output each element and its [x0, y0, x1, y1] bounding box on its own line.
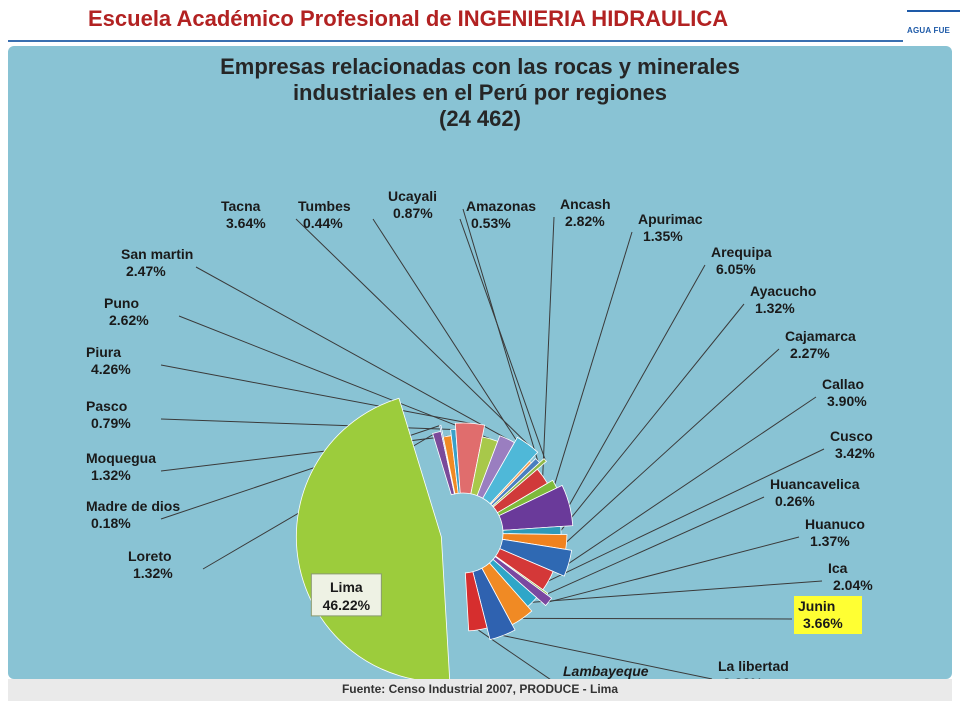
- leader-line: [560, 303, 745, 531]
- leader-line: [502, 635, 713, 679]
- pie-value-tumbes: 0.44%: [303, 215, 343, 231]
- leader-line: [554, 231, 633, 485]
- pie-label-la-libertad: La libertad: [718, 658, 789, 674]
- pie-value-huanuco: 1.37%: [810, 533, 850, 549]
- pie-value-piura: 4.26%: [91, 361, 131, 377]
- pie-slice-lambayeque: [464, 571, 488, 632]
- pie-label-ica: Ica: [828, 560, 848, 576]
- leader-line: [295, 218, 529, 445]
- leader-line: [568, 264, 706, 506]
- pie-value-pasco: 0.79%: [91, 415, 131, 431]
- pie-label-ancash: Ancash: [560, 196, 611, 212]
- pie-value-huancavelica: 0.26%: [775, 493, 815, 509]
- logo-mark-icon: [907, 10, 960, 24]
- pie-value-loreto: 1.32%: [133, 565, 173, 581]
- pie-label-callao: Callao: [822, 376, 864, 392]
- pie-label-puno: Puno: [104, 295, 139, 311]
- pie-label-junin: Junin: [798, 598, 835, 614]
- pie-label-cajamarca: Cajamarca: [785, 328, 856, 344]
- leader-line: [547, 496, 765, 595]
- leader-line: [522, 617, 793, 620]
- pie-label-amazonas: Amazonas: [466, 198, 536, 214]
- pie-label-lima: Lima: [330, 579, 363, 595]
- pie-value-ica: 2.04%: [833, 577, 873, 593]
- pie-value-cusco: 3.42%: [835, 445, 875, 461]
- logo: AGUA FUE: [905, 10, 960, 44]
- pie-label-lambayeque: Lambayeque: [563, 663, 649, 679]
- chart-panel: Lima 46.22% Loreto 1.32% Madre de dios 0.18% M…: [8, 46, 952, 679]
- pie-label-ucayali: Ucayali: [388, 188, 437, 204]
- pie-label-cusco: Cusco: [830, 428, 873, 444]
- pie-label-tacna: Tacna: [221, 198, 261, 214]
- pie-value-san-martin: 2.47%: [126, 263, 166, 279]
- pie-value-puno: 2.62%: [109, 312, 149, 328]
- pie-label-arequipa: Arequipa: [711, 244, 772, 260]
- pie-label-loreto: Loreto: [128, 548, 172, 564]
- pie-label-ayacucho: Ayacucho: [750, 283, 816, 299]
- leader-line: [195, 266, 508, 440]
- leader-line: [548, 448, 825, 582]
- leader-line: [568, 396, 817, 564]
- pie-value-ancash: 2.82%: [565, 213, 605, 229]
- leader-line: [548, 536, 800, 603]
- pie-label-apurimac: Apurimac: [638, 211, 703, 227]
- pie-value-lima: 46.22%: [323, 597, 371, 613]
- leader-line: [462, 208, 539, 461]
- header-divider: [8, 40, 903, 42]
- pie-value-ucayali: 0.87%: [393, 205, 433, 221]
- leader-line: [372, 218, 531, 463]
- lima-label-box: [310, 573, 382, 617]
- pie-label-moquegua: Moquegua: [86, 450, 156, 466]
- pie-value-cajamarca: 2.27%: [790, 345, 830, 361]
- slide: Lima 46.22% Loreto 1.32% Madre de dios 0.18% M…: [8, 46, 952, 679]
- header-title: Escuela Académico Profesional de INGENIE…: [88, 6, 729, 31]
- leader-line: [160, 364, 471, 424]
- pie-value-tacna: 3.64%: [226, 215, 266, 231]
- leader-line: [459, 218, 546, 461]
- highlight-box: [794, 596, 862, 634]
- pie-value-moquegua: 1.32%: [91, 467, 131, 483]
- leader-lines: [160, 208, 825, 679]
- pie-value-apurimac: 1.35%: [643, 228, 683, 244]
- pie-label-tumbes: Tumbes: [298, 198, 351, 214]
- pie-label-madre-de-dios: Madre de dios: [86, 498, 180, 514]
- pie-value-madre-de-dios: 0.18%: [91, 515, 131, 531]
- pie-value-amazonas: 0.53%: [471, 215, 511, 231]
- source-note: Fuente: Censo Industrial 2007, PRODUCE -…: [341, 682, 619, 696]
- pie-label-pasco: Pasco: [86, 398, 127, 414]
- pie-value-callao: 3.90%: [827, 393, 867, 409]
- pie-value-arequipa: 6.05%: [716, 261, 756, 277]
- leader-line: [160, 418, 454, 430]
- pie-label-san-martin: San martin: [121, 246, 193, 262]
- leader-line: [566, 348, 780, 543]
- pie-value-la-libertad: 3.88%: [723, 675, 763, 679]
- footer-bar: Fuente: Censo Industrial 2007, PRODUCE -…: [8, 679, 952, 701]
- chart-title: Empresas relacionadas con las rocas y mi…: [8, 54, 952, 132]
- leader-line: [178, 315, 491, 440]
- pie-label-huanuco: Huanuco: [805, 516, 865, 532]
- chart-title-line-1: Empresas relacionadas con las rocas y mi…: [220, 54, 740, 79]
- pie-label-huancavelica: Huancavelica: [770, 476, 860, 492]
- leader-line: [532, 580, 823, 603]
- pie-value-ayacucho: 1.32%: [755, 300, 795, 316]
- chart-title-line-3: (24 462): [439, 106, 521, 131]
- chart-title-line-2: industriales en el Perú por regiones: [292, 80, 668, 105]
- leader-line: [542, 216, 555, 477]
- pie-label-piura: Piura: [86, 344, 121, 360]
- logo-text: AGUA FUE: [907, 26, 951, 35]
- pie-value-junin: 3.66%: [803, 615, 843, 631]
- pie-slice-lima: [296, 397, 451, 679]
